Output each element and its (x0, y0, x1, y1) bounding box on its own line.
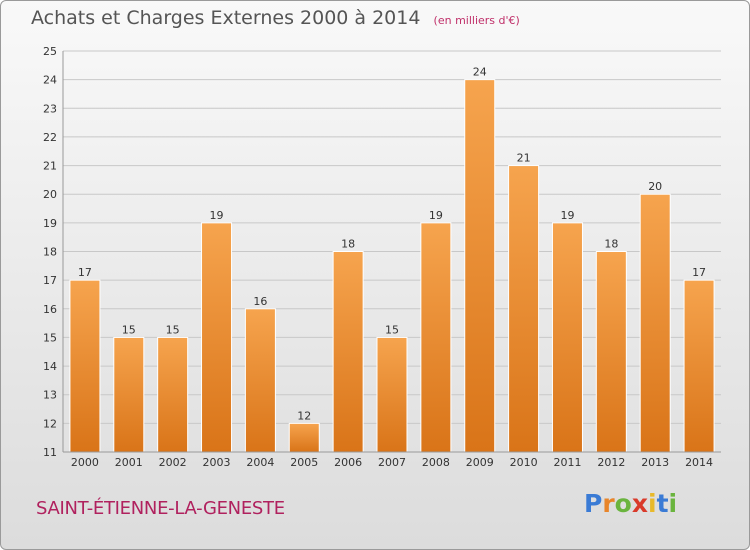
y-tick-label: 21 (43, 160, 57, 173)
data-label: 15 (122, 323, 136, 336)
x-tick-label: 2007 (378, 456, 406, 469)
y-tick-label: 14 (43, 360, 57, 373)
y-tick-label: 24 (43, 74, 57, 87)
logo-letter: i (668, 489, 678, 518)
bar (113, 336, 145, 453)
y-tick-label: 25 (43, 45, 57, 58)
x-tick-label: 2013 (641, 456, 669, 469)
data-label: 21 (517, 152, 531, 165)
bar (551, 222, 583, 453)
logo-letter: o (614, 489, 632, 518)
bar (420, 222, 452, 453)
data-label: 17 (692, 266, 706, 279)
logo-letter: i (648, 489, 657, 518)
x-tick-label: 2003 (203, 456, 231, 469)
y-tick-label: 17 (43, 274, 57, 287)
bar (157, 336, 189, 453)
logo-letter: t (656, 489, 669, 518)
data-label: 15 (385, 323, 399, 336)
data-label: 18 (604, 238, 618, 251)
data-label: 19 (210, 209, 224, 222)
data-label: 20 (648, 180, 662, 193)
x-tick-label: 2001 (115, 456, 143, 469)
y-tick-label: 11 (43, 446, 57, 459)
x-tick-label: 2008 (422, 456, 450, 469)
x-tick-label: 2010 (510, 456, 538, 469)
bar (464, 79, 496, 453)
data-label: 15 (166, 323, 180, 336)
x-tick-label: 2009 (466, 456, 494, 469)
x-tick-label: 2002 (159, 456, 187, 469)
bar (69, 279, 101, 453)
y-tick-label: 20 (43, 188, 57, 201)
y-tick-label: 23 (43, 102, 57, 115)
bar (595, 251, 627, 453)
data-label: 17 (78, 266, 92, 279)
logo-letter: r (602, 489, 615, 518)
data-label: 18 (341, 238, 355, 251)
chart-title: Achats et Charges Externes 2000 à 2014 (31, 7, 421, 29)
x-tick-label: 2005 (290, 456, 318, 469)
y-tick-label: 12 (43, 417, 57, 430)
bar (332, 251, 364, 453)
data-label: 19 (429, 209, 443, 222)
x-tick-label: 2000 (71, 456, 99, 469)
data-label: 16 (253, 295, 267, 308)
chart-unit: (en milliers d'€) (433, 14, 520, 27)
bar (288, 422, 320, 453)
bar (508, 165, 540, 453)
x-tick-label: 2011 (553, 456, 581, 469)
commune-name: SAINT-ÉTIENNE-LA-GENESTE (36, 498, 285, 519)
data-label: 12 (297, 409, 311, 422)
title-row: Achats et Charges Externes 2000 à 2014 (… (31, 7, 520, 29)
y-tick-label: 22 (43, 131, 57, 144)
data-label: 24 (473, 66, 487, 79)
x-tick-label: 2006 (334, 456, 362, 469)
proxiti-logo: Proxiti (584, 489, 677, 518)
y-tick-label: 13 (43, 389, 57, 402)
data-label: 19 (560, 209, 574, 222)
x-tick-label: 2012 (597, 456, 625, 469)
bar (639, 193, 671, 453)
y-tick-label: 16 (43, 303, 57, 316)
x-tick-label: 2014 (685, 456, 713, 469)
bar (683, 279, 715, 453)
bar (201, 222, 233, 453)
y-tick-label: 15 (43, 331, 57, 344)
bar (244, 308, 276, 453)
y-tick-label: 18 (43, 246, 57, 259)
y-tick-label: 19 (43, 217, 57, 230)
bar (376, 336, 408, 453)
x-tick-label: 2004 (246, 456, 274, 469)
logo-letter: P (584, 489, 603, 518)
logo-letter: x (631, 489, 648, 518)
